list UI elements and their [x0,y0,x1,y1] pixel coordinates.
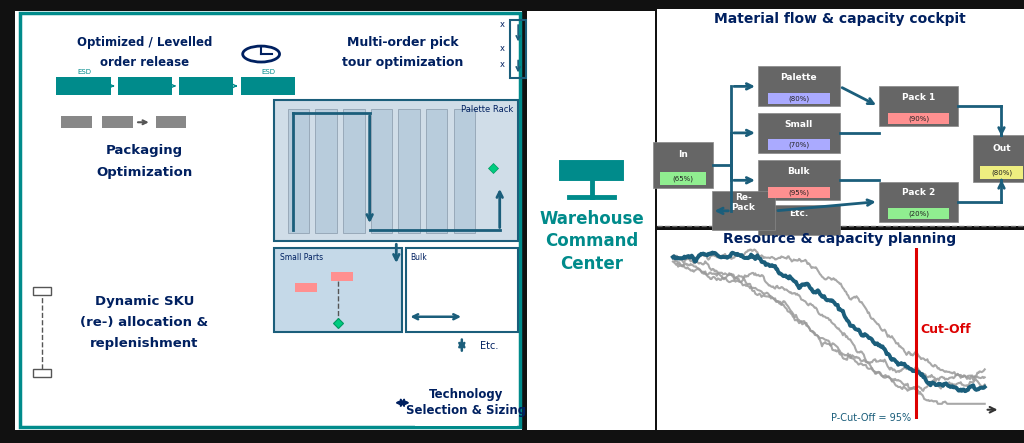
Text: Optimized / Levelled: Optimized / Levelled [77,35,212,49]
Bar [33,369,51,377]
Bar [28,102,261,193]
Text: Packaging: Packaging [105,144,183,157]
Text: (65%): (65%) [673,176,693,182]
Text: Cut-Off: Cut-Off [921,323,972,336]
Bar [888,113,949,124]
Bar [768,93,829,104]
Bar [973,135,1024,182]
Text: In: In [678,150,688,159]
Bar [61,116,92,128]
Bar [879,86,958,126]
Bar [758,113,840,153]
Bar [33,287,51,295]
Bar [241,77,295,95]
Text: (90%): (90%) [908,115,929,121]
Bar [768,139,829,151]
Text: (80%): (80%) [991,169,1012,175]
Text: Pack 1: Pack 1 [902,93,935,102]
Bar [660,172,706,186]
Text: x: x [500,60,504,70]
Bar [28,284,261,388]
Text: Pack 2: Pack 2 [902,188,935,197]
Text: Resource & capacity planning: Resource & capacity planning [723,232,956,246]
Bar [879,182,958,222]
Bar [454,109,475,233]
Bar [297,16,507,80]
Text: Material flow & capacity cockpit: Material flow & capacity cockpit [714,12,966,26]
Bar [980,166,1023,179]
Bar [15,11,522,430]
Bar [118,77,172,95]
Text: (70%): (70%) [788,142,809,148]
Bar [315,109,337,233]
Text: Command: Command [545,233,639,250]
Text: (80%): (80%) [788,95,809,101]
Text: (95%): (95%) [788,189,809,195]
Bar [398,109,420,233]
Text: Bulk: Bulk [787,167,810,176]
Text: Multi-order pick: Multi-order pick [346,35,459,49]
Text: Selection & Sizing: Selection & Sizing [406,404,526,417]
Text: order release: order release [99,56,189,70]
Bar [20,13,520,427]
Bar [343,109,365,233]
Bar [156,116,186,128]
Bar [758,205,840,235]
Text: (20%): (20%) [908,210,929,217]
Text: Optimization: Optimization [96,166,193,179]
Bar [558,159,625,182]
Bar [295,283,317,292]
Text: P-Cut-Off = 95%: P-Cut-Off = 95% [831,413,911,423]
Text: ESD: ESD [77,69,91,74]
Text: Technology: Technology [429,388,503,401]
Text: Palette: Palette [780,73,817,82]
Bar [331,272,353,281]
Bar [406,248,518,332]
Text: x: x [500,44,504,53]
Text: Re-
Pack: Re- Pack [731,193,756,212]
Bar [56,77,111,95]
Text: Small: Small [784,120,813,128]
Text: Bulk: Bulk [411,253,427,261]
Bar [888,208,949,219]
Text: Etc.: Etc. [790,209,808,218]
Bar [415,377,517,426]
Bar [657,9,1024,226]
Text: Small Parts: Small Parts [280,253,323,261]
Text: x: x [500,20,504,30]
Bar [510,20,526,78]
Text: Warehouse: Warehouse [540,210,644,228]
Bar [768,187,829,198]
Text: tour optimization: tour optimization [342,56,463,70]
Text: Palette Rack: Palette Rack [461,105,513,114]
Bar [179,77,233,95]
Bar [28,16,261,80]
Text: Center: Center [560,255,624,272]
Bar [274,100,518,241]
Bar [657,230,1024,430]
Text: Etc.: Etc. [480,341,499,350]
Bar [102,116,133,128]
Text: Dynamic SKU: Dynamic SKU [94,295,195,308]
Text: ESD: ESD [261,69,275,74]
Text: Out: Out [992,144,1011,153]
Bar [712,191,775,230]
Bar [426,109,447,233]
Bar [527,11,655,430]
Bar [758,160,840,200]
Bar [288,109,309,233]
Bar [274,248,402,332]
Text: (re-) allocation &: (re-) allocation & [80,316,209,329]
Bar [371,109,392,233]
Bar [758,66,840,106]
Text: replenishment: replenishment [90,337,199,350]
Bar [653,142,713,188]
